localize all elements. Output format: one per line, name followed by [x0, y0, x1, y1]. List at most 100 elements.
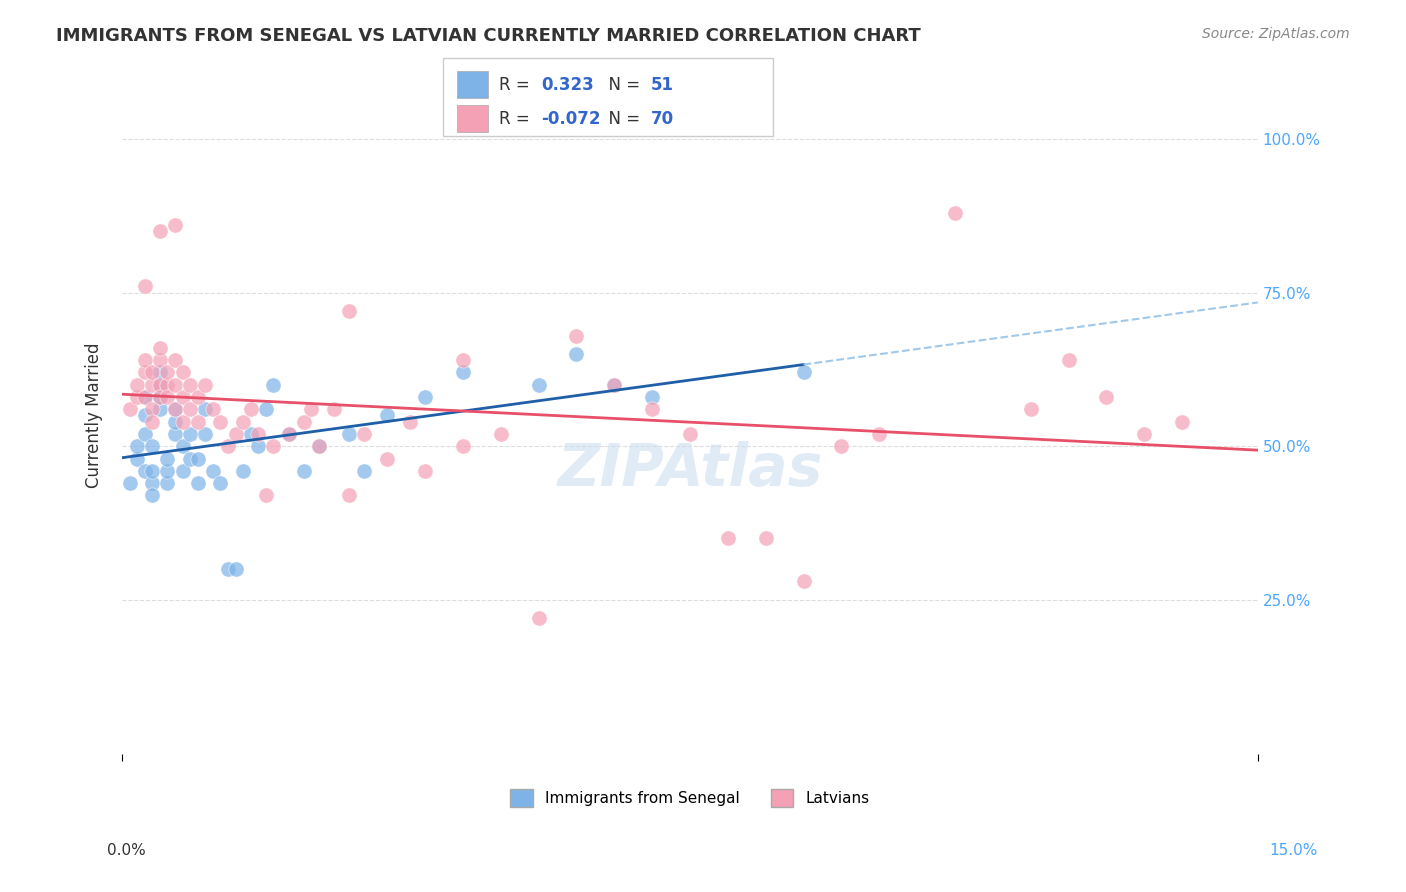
Point: [232, 415, 254, 429]
Point: [118, 402, 141, 417]
Point: [792, 366, 814, 380]
Point: [149, 377, 172, 392]
Point: [398, 415, 420, 429]
Point: [141, 402, 163, 417]
Point: [1133, 426, 1156, 441]
Point: [149, 377, 172, 392]
Point: [141, 476, 163, 491]
Point: [755, 532, 778, 546]
Point: [179, 402, 201, 417]
Point: [277, 426, 299, 441]
Point: [254, 402, 277, 417]
Point: [127, 451, 149, 466]
Point: [263, 439, 285, 453]
Point: [1171, 415, 1194, 429]
Point: [149, 390, 172, 404]
Point: [156, 390, 179, 404]
Point: [603, 377, 626, 392]
Point: [179, 377, 201, 392]
Point: [527, 377, 550, 392]
Point: [165, 415, 187, 429]
Point: [134, 279, 156, 293]
Point: [149, 353, 172, 368]
Point: [194, 426, 217, 441]
Point: [141, 366, 163, 380]
Point: [156, 366, 179, 380]
Point: [413, 464, 436, 478]
Text: ZIPAtlas: ZIPAtlas: [557, 441, 823, 498]
Text: 51: 51: [651, 76, 673, 94]
Point: [263, 377, 285, 392]
Point: [165, 353, 187, 368]
Text: Source: ZipAtlas.com: Source: ZipAtlas.com: [1202, 27, 1350, 41]
Text: 70: 70: [651, 110, 673, 128]
Point: [127, 439, 149, 453]
Point: [165, 377, 187, 392]
Point: [179, 426, 201, 441]
Point: [118, 476, 141, 491]
Point: [172, 415, 194, 429]
Point: [603, 377, 626, 392]
Y-axis label: Currently Married: Currently Married: [86, 343, 103, 488]
Point: [134, 464, 156, 478]
Point: [172, 366, 194, 380]
Point: [141, 464, 163, 478]
Point: [141, 377, 163, 392]
Point: [451, 353, 474, 368]
Point: [565, 347, 588, 361]
Point: [239, 426, 262, 441]
Point: [308, 439, 330, 453]
Point: [247, 439, 270, 453]
Point: [565, 328, 588, 343]
Point: [1019, 402, 1042, 417]
Point: [353, 426, 375, 441]
Point: [194, 377, 217, 392]
Point: [156, 451, 179, 466]
Point: [277, 426, 299, 441]
Point: [209, 476, 232, 491]
Point: [451, 439, 474, 453]
Legend: Immigrants from Senegal, Latvians: Immigrants from Senegal, Latvians: [503, 782, 876, 814]
Point: [217, 562, 239, 576]
Point: [156, 464, 179, 478]
Point: [134, 366, 156, 380]
Text: R =: R =: [499, 76, 536, 94]
Point: [1057, 353, 1080, 368]
Point: [489, 426, 512, 441]
Point: [172, 464, 194, 478]
Point: [375, 451, 398, 466]
Point: [134, 409, 156, 423]
Point: [172, 390, 194, 404]
Point: [149, 341, 172, 355]
Text: 0.323: 0.323: [541, 76, 595, 94]
Point: [149, 224, 172, 238]
Point: [323, 402, 346, 417]
Point: [225, 562, 247, 576]
Point: [641, 402, 664, 417]
Point: [375, 409, 398, 423]
Point: [187, 390, 209, 404]
Point: [165, 402, 187, 417]
Point: [127, 390, 149, 404]
Text: N =: N =: [598, 110, 645, 128]
Point: [641, 390, 664, 404]
Text: -0.072: -0.072: [541, 110, 600, 128]
Point: [943, 205, 966, 219]
Point: [451, 366, 474, 380]
Point: [149, 390, 172, 404]
Point: [165, 402, 187, 417]
Point: [141, 439, 163, 453]
Point: [201, 464, 224, 478]
Point: [165, 218, 187, 232]
Point: [299, 402, 322, 417]
Text: R =: R =: [499, 110, 536, 128]
Point: [187, 476, 209, 491]
Point: [209, 415, 232, 429]
Point: [413, 390, 436, 404]
Point: [187, 451, 209, 466]
Point: [353, 464, 375, 478]
Point: [527, 611, 550, 625]
Point: [141, 488, 163, 502]
Text: IMMIGRANTS FROM SENEGAL VS LATVIAN CURRENTLY MARRIED CORRELATION CHART: IMMIGRANTS FROM SENEGAL VS LATVIAN CURRE…: [56, 27, 921, 45]
Point: [134, 390, 156, 404]
